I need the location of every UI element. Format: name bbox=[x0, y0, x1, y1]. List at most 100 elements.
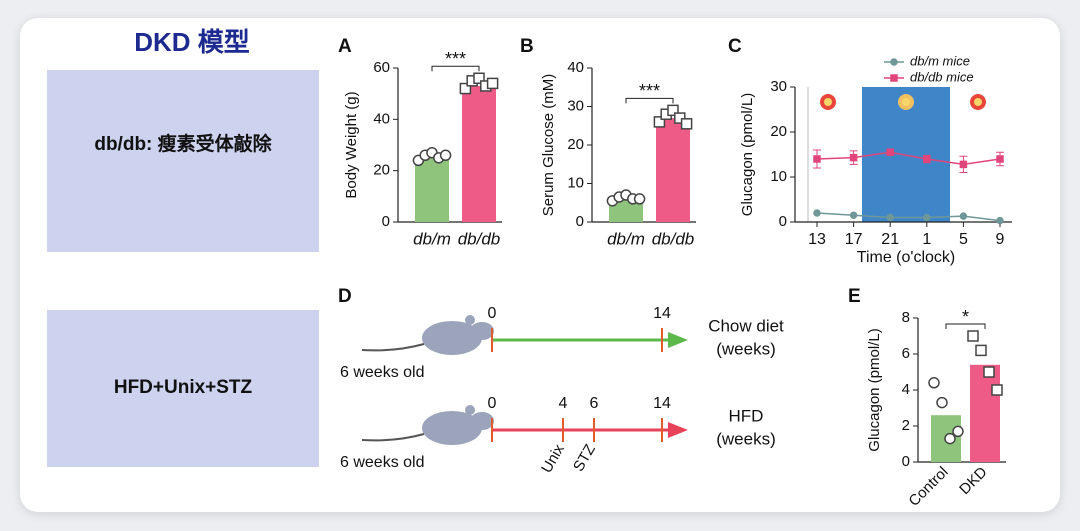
significance-bracket bbox=[625, 97, 674, 104]
end-label: (weeks) bbox=[716, 429, 776, 448]
y-tick-label: 6 bbox=[902, 345, 910, 362]
significance-bracket bbox=[431, 65, 480, 72]
bar bbox=[970, 364, 1000, 462]
series-line bbox=[816, 151, 1001, 166]
x-axis-label: Time (o'clock) bbox=[857, 249, 955, 266]
model-label: HFD+Unix+STZ bbox=[114, 377, 253, 398]
panel-label: E bbox=[848, 286, 861, 307]
data-point bbox=[959, 212, 968, 220]
data-point bbox=[674, 112, 686, 124]
time-icon bbox=[824, 98, 832, 106]
timeline-tick-label: 0 bbox=[488, 305, 497, 322]
data-point bbox=[967, 330, 979, 342]
y-tick-label: 0 bbox=[576, 213, 584, 230]
legend-label: db/m mice bbox=[910, 53, 970, 68]
x-tick-label: DKD bbox=[956, 463, 991, 498]
data-point bbox=[886, 148, 894, 156]
panel-label: A bbox=[338, 36, 352, 57]
significance-bracket bbox=[945, 323, 986, 329]
x-tick-label: 21 bbox=[881, 231, 899, 248]
slide-title: DKD 模型 bbox=[134, 27, 250, 57]
y-tick-label: 30 bbox=[770, 78, 787, 95]
data-point bbox=[923, 155, 931, 163]
data-point bbox=[983, 366, 995, 378]
x-tick-label: 5 bbox=[959, 231, 968, 248]
x-tick-label: Control bbox=[905, 464, 951, 510]
y-tick-label: 40 bbox=[373, 110, 390, 127]
panel-label: B bbox=[520, 36, 534, 57]
x-tick-label: 17 bbox=[845, 231, 863, 248]
y-tick-label: 4 bbox=[902, 381, 910, 398]
time-icon bbox=[974, 98, 982, 106]
x-tick-label: db/m bbox=[607, 229, 645, 248]
y-tick-label: 0 bbox=[779, 213, 787, 230]
timeline-tick-label: 4 bbox=[559, 395, 568, 412]
end-label: (weeks) bbox=[716, 339, 776, 358]
panel-label: C bbox=[728, 36, 742, 57]
data-point bbox=[959, 160, 968, 169]
x-tick-label: db/db bbox=[458, 229, 501, 248]
y-tick-label: 2 bbox=[902, 417, 910, 434]
data-point bbox=[473, 72, 485, 85]
arrow-head bbox=[668, 332, 688, 348]
x-tick-label: 13 bbox=[808, 231, 826, 248]
data-point bbox=[439, 149, 452, 162]
y-axis-label: Serum Glucose (mM) bbox=[540, 74, 557, 217]
time-icon bbox=[902, 98, 910, 106]
data-point bbox=[667, 104, 679, 117]
data-point bbox=[653, 116, 666, 128]
x-tick-label: 1 bbox=[922, 231, 931, 248]
y-tick-label: 8 bbox=[902, 309, 910, 326]
data-point bbox=[459, 82, 472, 95]
data-point bbox=[944, 432, 956, 445]
y-tick-label: 10 bbox=[770, 168, 787, 185]
y-tick-label: 60 bbox=[373, 59, 390, 76]
data-point bbox=[996, 155, 1004, 163]
significance-label: *** bbox=[639, 81, 660, 101]
y-tick-label: 0 bbox=[382, 213, 390, 230]
series-line bbox=[816, 212, 1001, 222]
start-label: 6 weeks old bbox=[340, 454, 425, 471]
significance-label: *** bbox=[445, 49, 466, 69]
data-point bbox=[890, 74, 898, 82]
x-tick-label: db/m bbox=[413, 229, 451, 248]
data-point bbox=[923, 213, 931, 222]
end-label: HFD bbox=[729, 406, 764, 425]
model-box bbox=[47, 310, 319, 467]
data-point bbox=[486, 77, 499, 90]
x-tick-label: db/db bbox=[652, 229, 695, 248]
y-axis-label: Glucagon (pmol/L) bbox=[866, 328, 883, 451]
model-box bbox=[47, 70, 319, 252]
legend-label: db/db mice bbox=[910, 69, 974, 84]
event-label: Unix bbox=[538, 441, 568, 476]
y-axis-label: Glucagon (pmol/L) bbox=[739, 93, 756, 216]
x-tick-label: 9 bbox=[996, 231, 1005, 248]
event-label: STZ bbox=[570, 441, 599, 474]
y-tick-label: 40 bbox=[567, 59, 584, 76]
data-point bbox=[813, 209, 821, 217]
start-label: 6 weeks old bbox=[340, 364, 425, 381]
significance-label: * bbox=[962, 307, 969, 327]
timeline-tick-label: 0 bbox=[488, 395, 497, 412]
panel-label: D bbox=[338, 286, 352, 307]
bar bbox=[415, 157, 449, 222]
data-point bbox=[890, 58, 898, 66]
y-tick-label: 10 bbox=[567, 174, 584, 191]
data-point bbox=[886, 213, 894, 222]
y-tick-label: 20 bbox=[373, 162, 390, 179]
y-tick-label: 30 bbox=[567, 97, 584, 114]
mouse-icon bbox=[361, 405, 494, 445]
data-point bbox=[996, 216, 1004, 225]
data-point bbox=[975, 344, 987, 357]
data-point bbox=[991, 384, 1003, 396]
bar bbox=[462, 85, 496, 222]
end-label: Chow diet bbox=[708, 316, 784, 335]
y-tick-label: 20 bbox=[770, 123, 787, 140]
data-point bbox=[849, 211, 858, 219]
y-axis-label: Body Weight (g) bbox=[343, 91, 360, 198]
data-point bbox=[813, 155, 821, 163]
data-point bbox=[680, 118, 693, 130]
timeline-tick-label: 14 bbox=[653, 305, 671, 322]
